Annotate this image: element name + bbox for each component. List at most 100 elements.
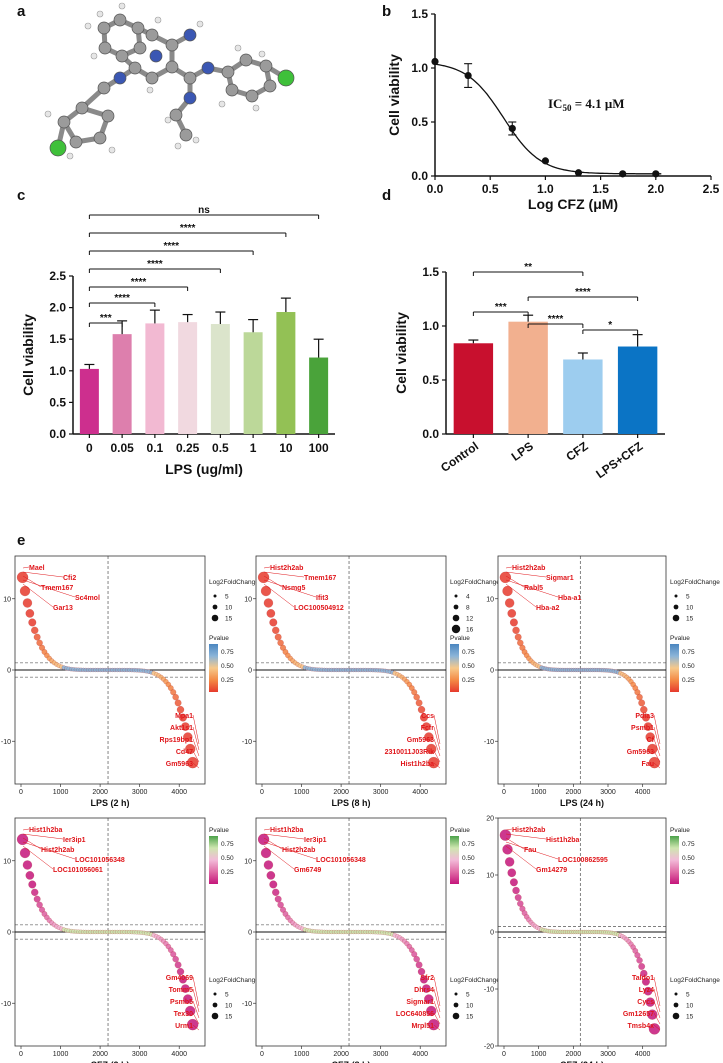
ic50-annotation: IC50 = 4.1 μM bbox=[548, 96, 625, 113]
gene-label: Hist2h2ab bbox=[282, 847, 315, 854]
size-legend-dot bbox=[212, 1002, 218, 1008]
gene-leader bbox=[505, 828, 513, 831]
x-tick-label: 10 bbox=[279, 441, 293, 455]
x-tick-label: 0 bbox=[260, 1051, 264, 1058]
gene-point bbox=[170, 689, 177, 696]
gene-point bbox=[424, 994, 434, 1004]
plot-title: LPS (8 h) bbox=[331, 798, 370, 808]
colorbar-tick-label: 0.50 bbox=[682, 855, 695, 862]
colorbar-tick-label: 0.75 bbox=[682, 649, 695, 656]
y-tick-label: 0.5 bbox=[422, 373, 439, 387]
gene-point bbox=[263, 598, 274, 608]
size-legend-title: Log2FoldChange bbox=[209, 977, 259, 984]
hydrogen-atom bbox=[154, 16, 162, 24]
pvalue-colorbar bbox=[209, 836, 218, 884]
gene-point bbox=[172, 956, 179, 963]
gene-leader bbox=[433, 1012, 441, 1025]
hydrogen-atom bbox=[96, 10, 104, 18]
gene-label: Taldo1 bbox=[632, 975, 654, 982]
gene-point bbox=[19, 585, 31, 597]
size-legend-dot bbox=[211, 1012, 219, 1020]
gene-point bbox=[640, 706, 648, 714]
molecule-atom bbox=[259, 59, 273, 73]
y-tick-label: -10 bbox=[484, 739, 494, 746]
size-legend-label: 10 bbox=[686, 605, 694, 612]
gene-label: Psmb5 bbox=[170, 999, 193, 1006]
gene-label: Nsmg5 bbox=[282, 585, 305, 592]
gene-point bbox=[502, 844, 513, 855]
gene-leader bbox=[505, 833, 547, 840]
gene-label: Hist1h2ba bbox=[29, 827, 63, 834]
gene-point bbox=[181, 984, 190, 993]
significance-label: *** bbox=[100, 313, 112, 324]
gene-point bbox=[25, 609, 35, 618]
molecule-atom bbox=[225, 83, 239, 97]
ic50-value: = 4.1 μM bbox=[571, 96, 624, 111]
plot-title: CFZ (2 h) bbox=[91, 1060, 130, 1063]
significance-label: **** bbox=[131, 277, 147, 288]
molecule-atom bbox=[149, 49, 163, 63]
colorbar-tick-label: 0.75 bbox=[221, 649, 234, 656]
gene-label: Gm12657 bbox=[623, 1011, 654, 1018]
size-legend-title: Log2FoldChange bbox=[670, 977, 720, 984]
gene-label: Hist2h2ab bbox=[512, 827, 545, 834]
molecule-atom bbox=[179, 128, 193, 142]
y-tick-label: 0.0 bbox=[411, 169, 428, 183]
color-legend-title: Pvalue bbox=[209, 635, 229, 642]
y-tick-label: 2.0 bbox=[49, 301, 66, 315]
x-tick-label: 0 bbox=[19, 1051, 23, 1058]
x-axis-title: LPS (ug/ml) bbox=[165, 461, 243, 477]
molecule-atom bbox=[169, 108, 183, 122]
x-tick-label: CFZ bbox=[563, 439, 590, 464]
molecule-atom bbox=[221, 65, 235, 79]
ic50-subscript: 50 bbox=[562, 103, 572, 113]
bar-0-1 bbox=[145, 323, 165, 434]
gene-leader bbox=[433, 1000, 441, 1019]
gene-label: Urm1 bbox=[175, 1023, 193, 1030]
molecule-atom bbox=[75, 101, 89, 115]
molecule-atom bbox=[201, 61, 215, 75]
size-legend-label: 10 bbox=[225, 605, 233, 612]
y-tick-label: -10 bbox=[484, 987, 494, 994]
molecule-atom bbox=[113, 13, 127, 27]
gene-label: Hist2h2ab bbox=[270, 565, 303, 572]
size-legend-dot bbox=[673, 604, 679, 610]
size-legend-dot bbox=[673, 1002, 679, 1008]
y-tick-label: 1.0 bbox=[49, 364, 66, 378]
molecule-atom bbox=[245, 89, 259, 103]
x-tick-label: 0.5 bbox=[482, 182, 499, 196]
x-tick-label: 0.5 bbox=[212, 441, 229, 455]
size-legend-label: 12 bbox=[466, 616, 474, 623]
pvalue-colorbar bbox=[209, 644, 218, 692]
gene-leader bbox=[653, 750, 661, 763]
y-tick-label: 1.5 bbox=[411, 7, 428, 21]
gene-point bbox=[187, 757, 199, 769]
gene-point bbox=[33, 895, 41, 903]
color-legend-title: Pvalue bbox=[450, 635, 470, 642]
gene-label: Cf bbox=[647, 737, 655, 744]
gene-point bbox=[185, 1005, 196, 1017]
gene-point bbox=[413, 694, 420, 701]
gene-point bbox=[409, 947, 415, 953]
hydrogen-atom bbox=[66, 152, 74, 160]
bar-0-5 bbox=[210, 324, 230, 434]
dose-response-chart: 0.0 0.5 1.0 1.5 0.0 0.5 1.0 1.5 2.0 2.5 Log CFZ (μ… bbox=[386, 7, 720, 212]
size-legend-label: 5 bbox=[686, 992, 690, 999]
plot-title: CFZ (8 h) bbox=[332, 1060, 371, 1063]
gene-point bbox=[640, 969, 648, 978]
gene-leader bbox=[22, 579, 76, 598]
gene-leader bbox=[653, 738, 661, 757]
hydrogen-atom bbox=[252, 104, 260, 112]
gene-label: Sfr2 bbox=[420, 975, 434, 982]
gene-point bbox=[507, 868, 517, 878]
gene-label: Ier3ip1 bbox=[63, 837, 86, 844]
fit-curve bbox=[434, 63, 662, 175]
colorbar-tick-label: 0.75 bbox=[221, 841, 234, 848]
x-tick-label: 2000 bbox=[333, 789, 349, 796]
size-legend-label: 5 bbox=[225, 594, 229, 601]
gene-point bbox=[260, 585, 272, 597]
hydrogen-atom bbox=[192, 136, 200, 144]
molecule-atom bbox=[183, 91, 197, 105]
gene-point bbox=[517, 900, 524, 907]
